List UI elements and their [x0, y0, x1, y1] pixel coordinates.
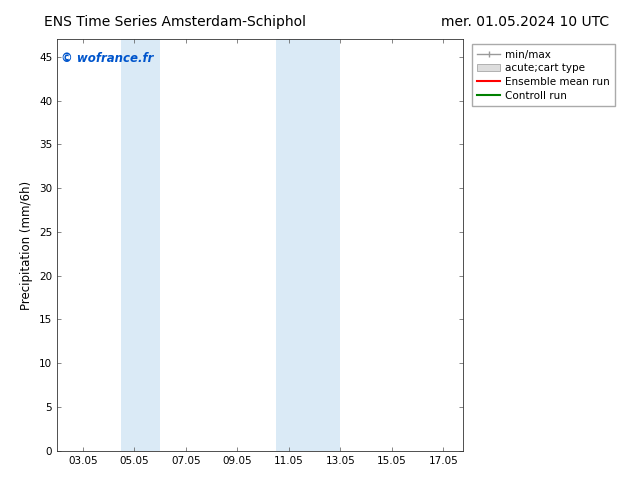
- Bar: [289, 39, 340, 451]
- Bar: [134, 39, 160, 451]
- Legend: min/max, acute;cart type, Ensemble mean run, Controll run: min/max, acute;cart type, Ensemble mean …: [472, 45, 616, 106]
- Y-axis label: Precipitation (mm/6h): Precipitation (mm/6h): [20, 180, 34, 310]
- Text: © wofrance.fr: © wofrance.fr: [61, 51, 153, 65]
- Bar: [122, 39, 134, 451]
- Text: mer. 01.05.2024 10 UTC: mer. 01.05.2024 10 UTC: [441, 15, 609, 29]
- Bar: [276, 39, 289, 451]
- Text: ENS Time Series Amsterdam-Schiphol: ENS Time Series Amsterdam-Schiphol: [44, 15, 306, 29]
